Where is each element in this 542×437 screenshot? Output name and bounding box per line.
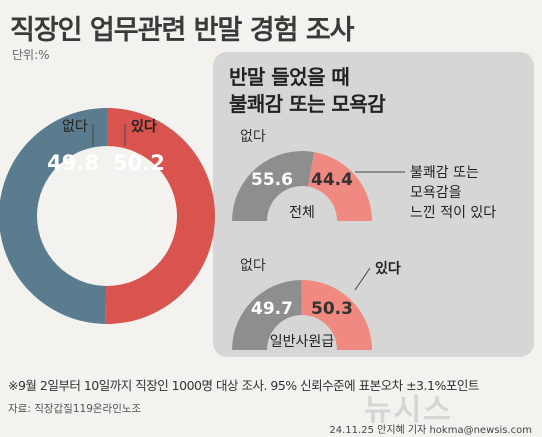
- gauge1-slice-no: [232, 150, 315, 221]
- gauge2-center-label: 일반사원급: [270, 334, 335, 350]
- main-value-no: 49.8: [47, 151, 99, 175]
- gauge2-leader-yes: [354, 267, 371, 291]
- panel-title-line2: 불쾌감 또는 모욕감: [229, 92, 386, 116]
- main-label-yes: 있다: [131, 119, 157, 135]
- credit-line: 24.11.25 안지혜 기자 hokma@newsis.com: [329, 425, 532, 436]
- footnote: ※9월 2일부터 10일까지 직장인 1000명 대상 조사. 95% 신뢰수준…: [8, 378, 479, 393]
- gauge1-slice-yes: [308, 152, 372, 221]
- gauge2-value-yes: 50.3: [311, 299, 353, 319]
- gauge1-annotation-line-2: 모욕감을: [410, 185, 462, 201]
- gauge1-annotation-line-1: 불쾌감 또는: [410, 165, 479, 181]
- gauge1-label-no: 없다: [240, 129, 266, 145]
- panel-title-line1: 반말 들었을 때: [229, 65, 350, 89]
- newsis-watermark: 뉴시스: [364, 393, 453, 428]
- gauge2-label-yes: 있다: [375, 261, 401, 277]
- main-donut-slice-yes: [105, 108, 215, 324]
- gauge1-annotation-line-3: 느낀 적이 있다: [410, 205, 496, 221]
- main-value-yes: 50.2: [113, 151, 165, 175]
- gauge2-slice-yes: [301, 280, 372, 350]
- source-note: 자료: 직장갑질119온라인노조: [8, 403, 142, 415]
- gauge2-value-no: 49.7: [251, 299, 293, 319]
- main-label-no: 없다: [62, 119, 88, 135]
- gauge2-slice-no: [232, 280, 302, 350]
- panel-title: 반말 들었을 때 불쾌감 또는 모욕감: [229, 64, 386, 118]
- gauge1-value-yes: 44.4: [311, 170, 353, 190]
- page-title: 직장인 업무관련 반말 경험 조사: [10, 15, 355, 46]
- unit-label: 단위:%: [12, 48, 50, 62]
- main-donut-slice-no: [0, 108, 107, 324]
- gauge2-label-no: 없다: [240, 258, 266, 274]
- gauge1-center-label: 전체: [289, 205, 315, 221]
- gauge1-value-no: 55.6: [251, 170, 293, 190]
